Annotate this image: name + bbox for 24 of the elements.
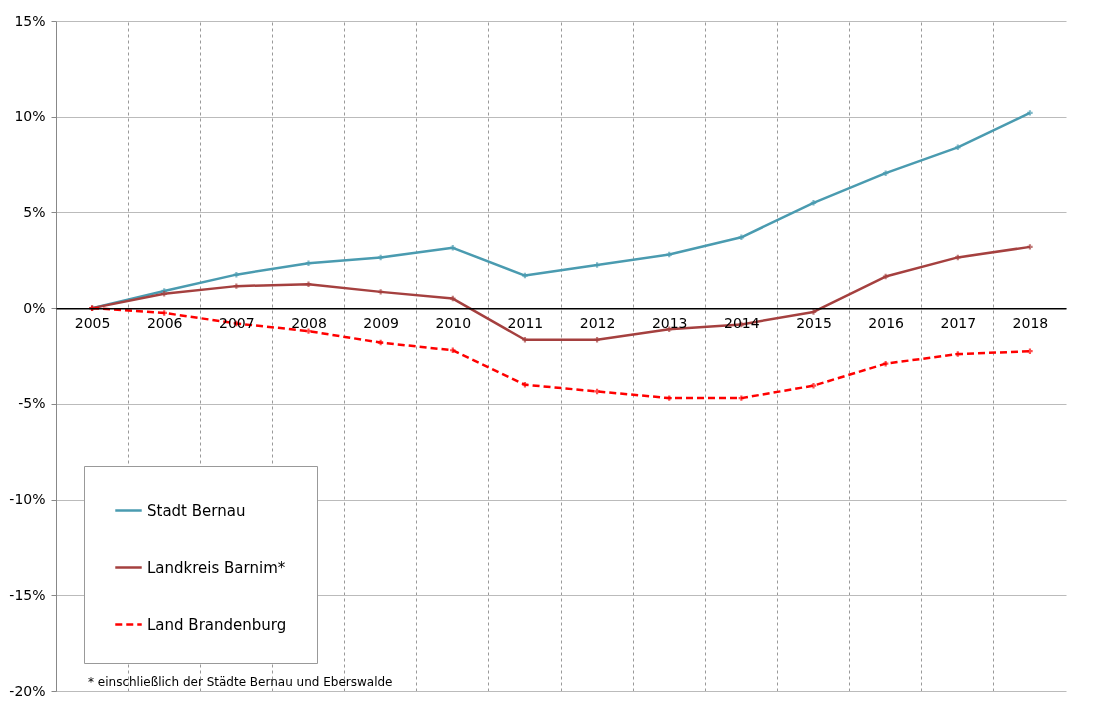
x-tick-label: 2017 [940, 314, 977, 331]
x-tick-label: 2011 [507, 314, 544, 331]
y-tick-label: 10% [14, 108, 46, 125]
x-tick-label: 2009 [363, 314, 399, 331]
y-tick-label: 5% [23, 203, 46, 220]
y-tick-label: -15% [9, 586, 46, 603]
x-tick-label: 2012 [579, 314, 616, 331]
y-tick-label: -10% [9, 491, 46, 508]
annotation: * einschließlich der Städte Bernau und Eberswalde [88, 675, 393, 689]
legend-label: Land Brandenburg [147, 615, 287, 634]
x-tick-label: 2005 [74, 314, 111, 331]
legend-label: Stadt Bernau [147, 501, 246, 520]
y-tick-label: -20% [9, 682, 46, 699]
y-tick-label: 15% [14, 12, 46, 29]
y-tick-label: 0% [23, 299, 46, 316]
x-tick-label: 2006 [146, 314, 183, 331]
x-tick-label: 2008 [291, 314, 327, 331]
x-tick-label: 2018 [1012, 314, 1049, 331]
x-tick-label: 2016 [868, 314, 905, 331]
y-tick-label: -5% [18, 395, 46, 412]
x-tick-label: 2013 [651, 314, 688, 331]
legend-label: Landkreis Barnim* [147, 558, 286, 577]
x-tick-label: 2010 [435, 314, 472, 331]
x-tick-label: 2015 [796, 314, 832, 331]
